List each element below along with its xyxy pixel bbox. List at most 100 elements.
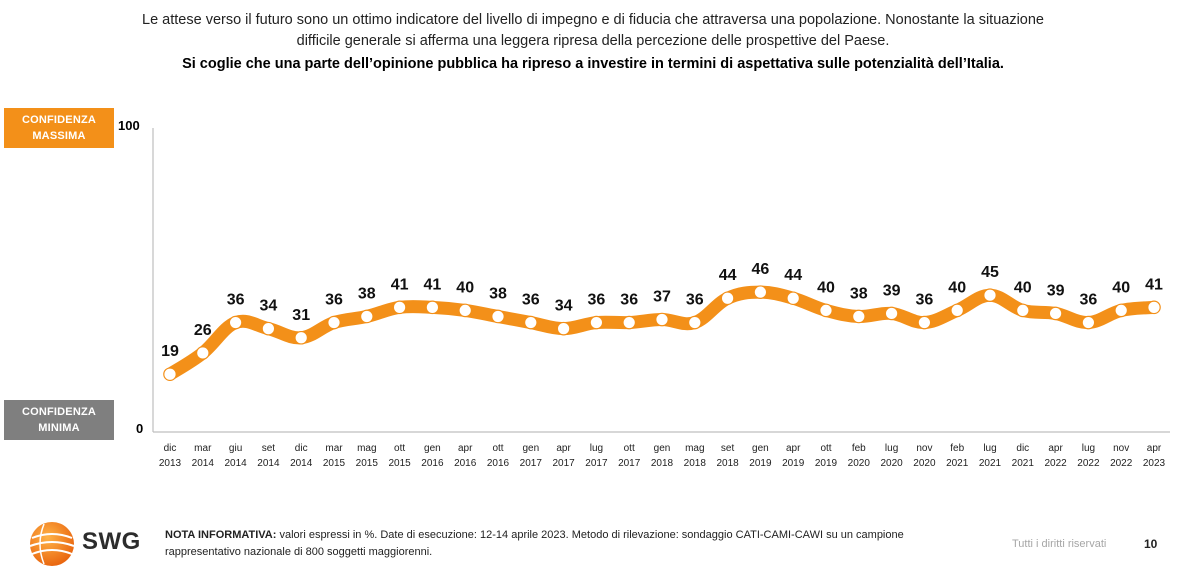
data-label: 36 [916, 292, 934, 309]
x-tick-label-year: 2022 [1044, 458, 1067, 469]
data-point [884, 306, 899, 321]
data-label: 19 [161, 343, 179, 360]
data-label: 36 [522, 292, 540, 309]
data-point [851, 309, 866, 324]
x-tick-label-month: mag [685, 443, 704, 454]
data-label: 36 [325, 292, 343, 309]
data-label: 39 [1047, 282, 1065, 299]
x-tick-label-month: apr [458, 443, 473, 454]
data-point [753, 285, 768, 299]
data-label: 36 [620, 292, 638, 309]
x-tick-label-year: 2015 [388, 458, 411, 469]
x-tick-label-year: 2016 [487, 458, 510, 469]
confidence-min-line1: CONFIDENZA [21, 406, 97, 418]
x-tick-label-year: 2019 [749, 458, 772, 469]
data-point [1081, 315, 1096, 330]
x-tick-label-year: 2015 [356, 458, 379, 469]
data-point [359, 309, 374, 324]
x-tick-label-year: 2018 [684, 458, 707, 469]
x-tick-label-year: 2018 [651, 458, 674, 469]
data-label: 45 [981, 264, 999, 281]
data-point [294, 330, 308, 345]
x-tick-label-month: apr [1147, 443, 1162, 454]
x-tick-label-month: dic [164, 443, 177, 454]
globe-icon [29, 522, 75, 566]
x-tick-label-month: dic [1016, 443, 1029, 454]
x-tick-label-month: lug [1082, 443, 1095, 454]
page-number: 10 [1144, 537, 1158, 551]
data-point [786, 291, 800, 306]
y-tick-label-min: 0 [136, 421, 144, 436]
x-tick-label-month: lug [983, 443, 996, 454]
data-point [491, 309, 505, 324]
data-point [425, 300, 440, 315]
data-point [163, 367, 177, 382]
data-label: 37 [653, 289, 671, 306]
data-label: 40 [1014, 279, 1032, 296]
x-tick-label-year: 2014 [192, 458, 215, 469]
x-tick-label-year: 2018 [716, 458, 739, 469]
data-label: 34 [260, 298, 278, 315]
data-point [1048, 306, 1063, 321]
x-tick-label-year: 2022 [1110, 458, 1133, 469]
header-line-1: Le attese verso il futuro sono un ottimo… [142, 12, 1044, 28]
swg-logo [22, 518, 152, 568]
x-tick-label-month: gen [424, 443, 441, 454]
x-tick-label-year: 2019 [782, 458, 805, 469]
x-tick-label-year: 2013 [159, 458, 182, 469]
header-line-2: difficile generale si afferma una legger… [296, 33, 890, 49]
data-label: 41 [391, 276, 409, 293]
x-tick-label-month: feb [950, 443, 964, 454]
x-tick-label-month: set [721, 443, 735, 454]
x-tick-label-year: 2021 [979, 458, 1002, 469]
data-point [556, 321, 571, 336]
x-tick-label-month: mag [357, 443, 376, 454]
data-label: 40 [817, 279, 835, 296]
data-point [458, 303, 472, 318]
data-label: 38 [358, 285, 376, 302]
data-point [1015, 303, 1030, 318]
x-tick-label-month: ott [394, 443, 405, 454]
data-point [327, 315, 341, 330]
confidence-max-badge: CONFIDENZA MASSIMA [4, 108, 114, 148]
x-tick-label-month: ott [820, 443, 831, 454]
page-header: Le attese verso il futuro sono un ottimo… [20, 10, 1166, 75]
x-tick-label-year: 2020 [913, 458, 936, 469]
x-tick-label-month: apr [786, 443, 801, 454]
data-point [720, 291, 735, 306]
x-tick-label-year: 2017 [520, 458, 543, 469]
x-tick-label-year: 2015 [323, 458, 346, 469]
data-point [228, 315, 243, 330]
x-tick-label-year: 2021 [1012, 458, 1035, 469]
x-tick-label-year: 2014 [257, 458, 280, 469]
x-tick-label-month: lug [885, 443, 898, 454]
data-point [950, 303, 964, 318]
x-tick-label-year: 2023 [1143, 458, 1166, 469]
logo-text: SWG [82, 528, 141, 555]
data-label: 44 [784, 267, 802, 284]
x-tick-label-month: dic [295, 443, 308, 454]
data-point [687, 315, 702, 330]
x-tick-label-year: 2016 [421, 458, 444, 469]
data-point [1114, 303, 1128, 318]
x-tick-label-year: 2020 [880, 458, 903, 469]
data-label: 40 [948, 279, 966, 296]
x-tick-label-month: lug [590, 443, 603, 454]
confidence-min-line2: MINIMA [38, 422, 80, 434]
x-tick-label-month: ott [492, 443, 503, 454]
x-tick-label-year: 2017 [585, 458, 608, 469]
data-label: 39 [883, 282, 901, 299]
x-tick-label-month: mar [194, 443, 212, 454]
x-tick-label-year: 2019 [815, 458, 838, 469]
x-tick-label-month: apr [556, 443, 571, 454]
x-tick-label-month: set [262, 443, 276, 454]
data-point [1147, 300, 1161, 315]
x-tick-label-year: 2017 [618, 458, 641, 469]
footer-note-text: valori espressi in %. Date di esecuzione… [165, 529, 904, 558]
x-tick-label-year: 2014 [290, 458, 313, 469]
x-tick-label-month: mar [325, 443, 343, 454]
x-tick-label-year: 2022 [1077, 458, 1100, 469]
footer-note-label: NOTA INFORMATIVA: [165, 529, 277, 541]
data-label: 34 [555, 298, 573, 315]
confidence-line-chart: 19 dic 2013 26 mar 2014 36 giu 2014 34 set 2014 31 di… [152, 128, 1170, 469]
